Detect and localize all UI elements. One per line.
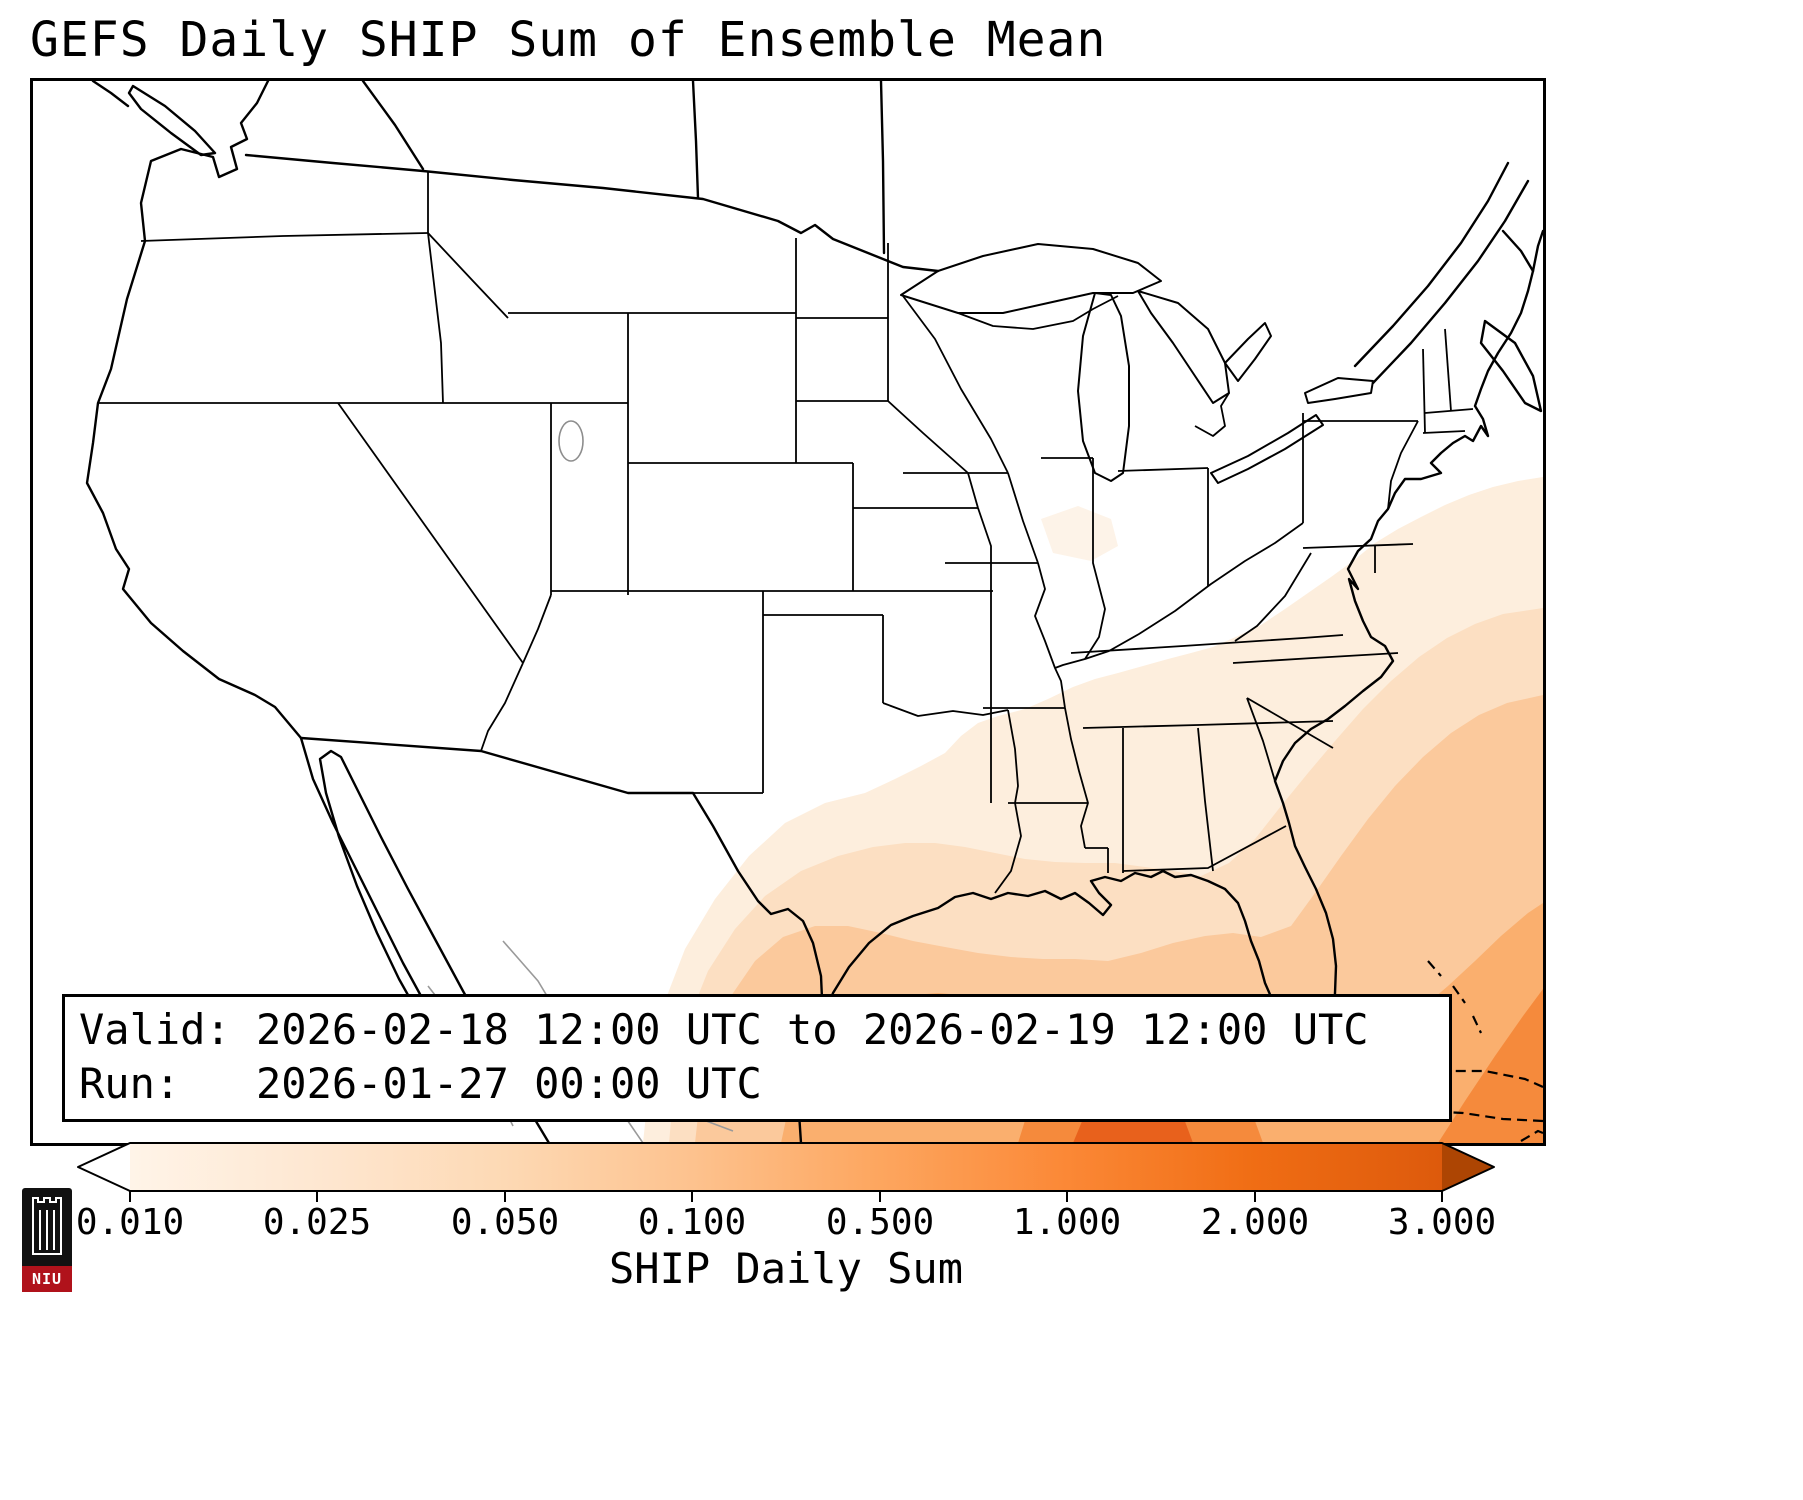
tick-label: 0.100 xyxy=(637,1202,747,1243)
run-time-text: Run: 2026-01-27 00:00 UTC xyxy=(79,1058,762,1108)
tick-label: 0.500 xyxy=(825,1202,935,1243)
lake-ontario xyxy=(1304,377,1374,404)
tick-label: 0.010 xyxy=(75,1202,185,1243)
colorbar-extend-max xyxy=(1442,1143,1494,1191)
page-title: GEFS Daily SHIP Sum of Ensemble Mean xyxy=(30,12,1107,68)
niu-logo-text: NIU xyxy=(31,1270,63,1288)
lake-superior xyxy=(900,243,1162,314)
lake-michigan xyxy=(1077,292,1130,482)
colorbar xyxy=(60,1140,1510,1210)
valid-time-text: Valid: 2026-02-18 12:00 UTC to 2026-02-1… xyxy=(79,1005,1369,1054)
colorbar-svg xyxy=(77,1142,1495,1202)
us-map xyxy=(85,81,1543,1143)
coastlines xyxy=(85,81,1543,1143)
lake-huron xyxy=(1137,290,1230,404)
tick-label: 2.000 xyxy=(1200,1202,1310,1243)
colorbar-gradient xyxy=(130,1143,1442,1191)
niu-logo-band: NIU xyxy=(22,1266,72,1292)
castle-icon xyxy=(22,1188,72,1266)
great-lakes xyxy=(900,243,1374,484)
state-boundaries xyxy=(98,171,1474,894)
georgian-bay xyxy=(1224,322,1272,382)
tick-label: 3.000 xyxy=(1387,1202,1497,1243)
niu-logo: NIU xyxy=(22,1188,72,1292)
map-panel xyxy=(30,78,1546,1146)
tick-label: 1.000 xyxy=(1012,1202,1122,1243)
colorbar-axis-label: SHIP Daily Sum xyxy=(608,1244,964,1293)
tick-label: 0.050 xyxy=(450,1202,560,1243)
colorbar-ticks xyxy=(129,1191,1443,1202)
tick-label: 0.025 xyxy=(262,1202,372,1243)
colorbar-extend-min xyxy=(78,1143,130,1191)
info-box: Valid: 2026-02-18 12:00 UTC to 2026-02-1… xyxy=(62,994,1452,1122)
lake-erie xyxy=(1210,414,1324,484)
